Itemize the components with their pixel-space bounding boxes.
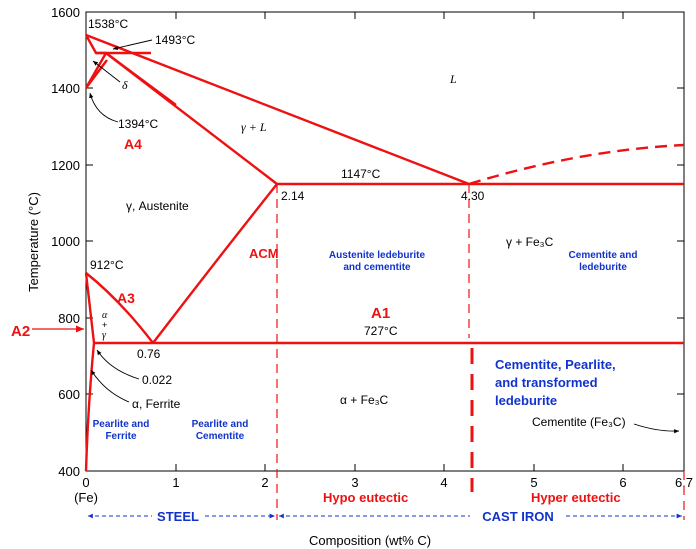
y-axis-label: Temperature (°C) — [26, 192, 41, 292]
x-tick-0: 0 — [82, 475, 89, 490]
leader-delta — [92, 60, 121, 83]
region-gamma-fe3c: γ + Fe₃C — [506, 235, 554, 249]
y-tick-400: 400 — [58, 464, 80, 479]
label-1538: 1538°C — [88, 17, 128, 31]
x-tick-4: 4 — [440, 475, 447, 490]
label-steel: STEEL — [157, 509, 199, 524]
x-origin-fe: (Fe) — [74, 490, 98, 505]
label-1394: 1394°C — [118, 117, 158, 131]
region-ferrite: α, Ferrite — [132, 397, 181, 411]
x-axis — [175, 12, 624, 471]
phase-boundaries — [84, 33, 685, 472]
region-liquid: L — [449, 72, 457, 86]
note-aust-led-1: Austenite ledeburite — [329, 250, 426, 261]
region-alpha-small: α — [102, 310, 108, 321]
label-a4: A4 — [124, 136, 142, 152]
cementite-liquidus — [468, 143, 685, 186]
label-hypo-eutectic: Hypo eutectic — [323, 490, 408, 505]
leader-cementite — [633, 423, 680, 434]
note-cem-led-1: Cementite and — [569, 250, 638, 261]
label-a2: A2 — [11, 323, 30, 340]
a4-line — [85, 59, 108, 89]
leader-ferrite — [90, 369, 130, 403]
note-cem-pearl-1: Cementite, Pearlite, — [495, 357, 616, 372]
label-2-14: 2.14 — [281, 189, 305, 203]
y-tick-1000: 1000 — [51, 234, 80, 249]
ferrite-solvus-lower — [84, 342, 96, 472]
label-acm: ACM — [249, 246, 279, 261]
note-pearl-cem-1: Pearlite and — [192, 419, 249, 430]
x-tick-6-7: 6.7 — [675, 475, 693, 490]
solidus — [105, 52, 278, 185]
delta-loop — [84, 34, 108, 89]
y-tick-1400: 1400 — [51, 81, 80, 96]
region-annotations: Austenite ledeburite and cementite Cemen… — [93, 250, 638, 442]
label-0-76: 0.76 — [137, 347, 161, 361]
label-delta: δ — [122, 78, 128, 92]
region-alpha-fe3c: α + Fe₃C — [340, 393, 389, 407]
label-cast-iron: CAST IRON — [482, 509, 554, 524]
y-tick-800: 800 — [58, 311, 80, 326]
x-tick-6: 6 — [619, 475, 626, 490]
y-tick-1200: 1200 — [51, 158, 80, 173]
y-tick-labels: 400 600 800 1000 1200 1400 1600 — [51, 5, 80, 479]
label-912: 912°C — [90, 258, 124, 272]
label-1147: 1147°C — [341, 167, 381, 181]
x-tick-3: 3 — [351, 475, 358, 490]
steel-range: STEEL — [88, 509, 275, 524]
label-a3: A3 — [117, 290, 135, 306]
label-4-30: 4.30 — [461, 189, 485, 203]
label-1493: 1493°C — [155, 33, 195, 47]
y-tick-1600: 1600 — [51, 5, 80, 20]
x-axis-label: Composition (wt% C) — [309, 533, 431, 548]
x-tick-2: 2 — [261, 475, 268, 490]
leader-1394 — [89, 92, 119, 123]
region-cementite: Cementite (Fe₃C) — [532, 415, 626, 429]
note-cem-pearl-2: and transformed — [495, 375, 598, 390]
x-tick-1: 1 — [172, 475, 179, 490]
label-0-022: 0.022 — [142, 373, 172, 387]
note-pearl-ferr-1: Pearlite and — [93, 419, 150, 430]
x-tick-labels: 0 1 2 3 4 5 6 6.7 — [82, 475, 693, 490]
label-a1: A1 — [371, 305, 390, 322]
label-727: 727°C — [364, 324, 398, 338]
acm-line — [152, 183, 278, 344]
label-hyper-eutectic: Hyper eutectic — [531, 490, 621, 505]
note-pearl-ferr-2: Ferrite — [105, 431, 137, 442]
region-gamma-l: γ + L — [241, 120, 267, 134]
x-tick-5: 5 — [530, 475, 537, 490]
region-gamma-small: γ — [102, 330, 107, 341]
liquidus-left — [85, 33, 470, 186]
note-pearl-cem-2: Cementite — [196, 431, 245, 442]
leader-0-022 — [96, 349, 140, 380]
region-austenite: γ, Austenite — [126, 199, 189, 213]
region-plus-small: + — [102, 320, 107, 330]
ferrite-solvus-upper — [84, 272, 96, 344]
y-tick-600: 600 — [58, 387, 80, 402]
y-axis — [86, 87, 684, 472]
leader-1493 — [112, 39, 153, 51]
cast-iron-range: CAST IRON — [279, 509, 682, 524]
note-aust-led-2: and cementite — [343, 262, 411, 273]
note-cem-led-2: ledeburite — [579, 262, 627, 273]
note-cem-pearl-3: ledeburite — [495, 393, 557, 408]
a3-line — [85, 272, 154, 344]
